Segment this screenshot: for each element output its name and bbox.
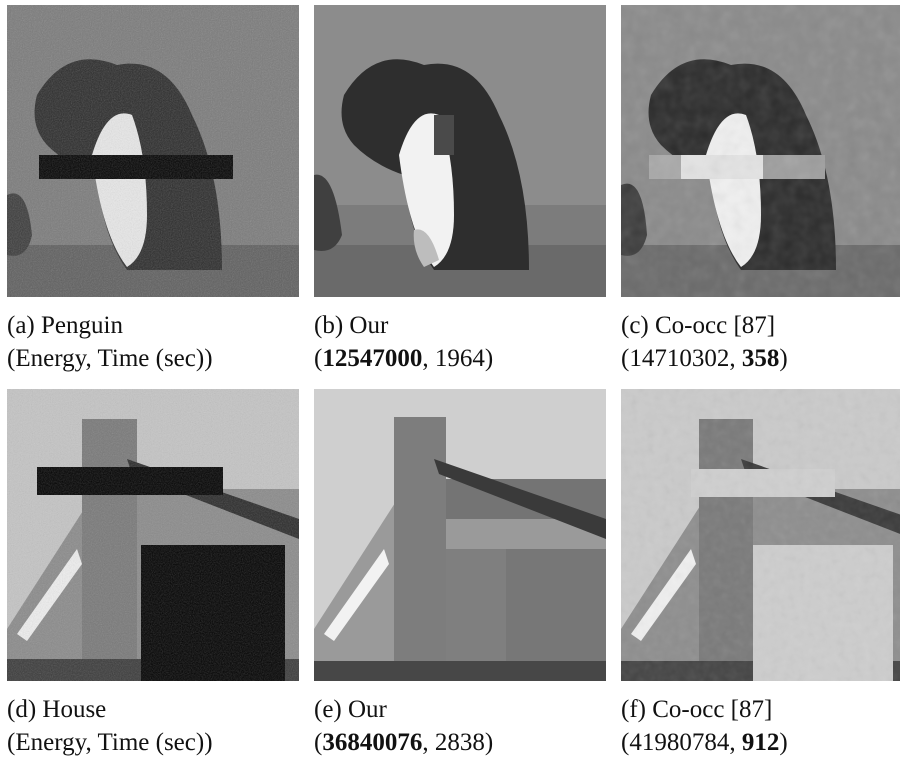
penguin-our-result-image [314,5,606,297]
caption-c-time: 358 [741,345,780,372]
caption-b-time: 1964 [434,345,485,372]
caption-f-line1: (f) Co-occ [87] [621,696,773,723]
caption-a-line2: (Energy, Time (sec)) [7,345,213,372]
house-coocc-result-image [621,389,900,681]
caption-e-line1: (e) Our [314,696,387,723]
caption-e-values: (36840076, 2838) [314,729,494,756]
caption-d-line2: (Energy, Time (sec)) [7,729,213,756]
caption-f-values: (41980784, 912) [621,729,788,756]
caption-b-energy: 12547000 [322,345,423,372]
caption-f-time: 912 [741,729,780,756]
caption-b-line1: (b) Our [314,312,389,339]
house-noisy-image [7,389,299,681]
caption-d-line1: (d) House [7,696,107,723]
caption-c-line1: (c) Co-occ [87] [621,312,776,339]
caption-e-energy: 36840076 [322,729,423,756]
caption-a-line1: (a) Penguin [7,312,123,339]
caption-e-time: 2838 [434,729,485,756]
caption-c-energy: 14710302 [629,345,730,372]
penguin-coocc-result-image [621,5,900,297]
caption-f-energy: 41980784 [629,729,730,756]
caption-b-values: (12547000, 1964) [314,345,494,372]
caption-c-values: (14710302, 358) [621,345,788,372]
house-our-result-image [314,389,606,681]
penguin-noisy-image [7,5,299,297]
